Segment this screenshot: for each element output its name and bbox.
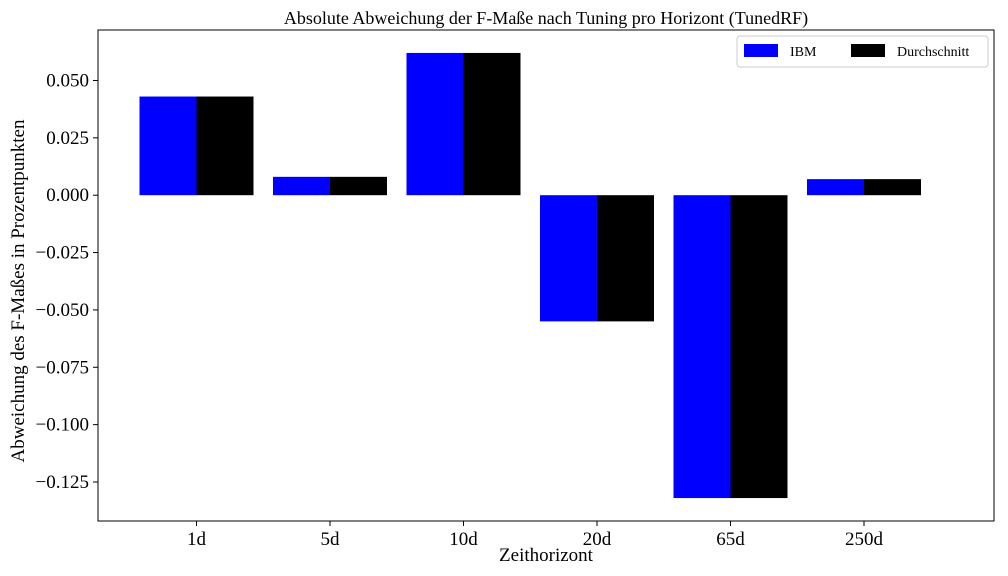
y-tick-label: 0.000: [46, 185, 89, 206]
y-tick-label: 0.025: [46, 128, 89, 149]
legend-swatch-durchschnitt: [851, 44, 885, 57]
x-tick-label: 10d: [449, 529, 478, 550]
bar-durchschnitt-1d: [196, 96, 254, 196]
bar-durchschnitt-250d: [864, 179, 921, 196]
x-axis: 1d 5d 10d 20d 65d 250d: [187, 521, 884, 550]
y-tick-label: 0.050: [46, 70, 89, 91]
bar-ibm-1d: [139, 96, 197, 196]
x-tick-label: 250d: [845, 529, 884, 550]
bar-ibm-65d: [673, 195, 731, 499]
x-tick-label: 65d: [716, 529, 745, 550]
bar-durchschnitt-5d: [330, 176, 387, 196]
legend: IBM Durchschnitt: [736, 35, 989, 68]
bar-ibm-250d: [807, 179, 865, 196]
bar-durchschnitt-65d: [730, 195, 788, 499]
bar-durchschnitt-10d: [463, 52, 521, 196]
bar-ibm-20d: [540, 195, 598, 322]
x-tick-label: 5d: [321, 529, 341, 550]
y-tick-label: −0.050: [36, 300, 89, 321]
x-axis-label: Zeithorizont: [499, 545, 594, 566]
bar-ibm-5d: [273, 176, 331, 196]
legend-swatch-ibm: [744, 44, 778, 57]
x-tick-label: 1d: [187, 529, 207, 550]
y-axis: 0.050 0.025 0.000 −0.025 −0.050 −0.075 −0.100 −…: [36, 70, 98, 493]
bar-ibm-10d: [406, 52, 464, 196]
y-tick-label: −0.100: [36, 415, 89, 436]
chart-title: Absolute Abweichung der F-Maße nach Tuni…: [284, 8, 808, 29]
legend-label-ibm: IBM: [790, 45, 817, 60]
bars-group: [139, 52, 921, 499]
y-axis-label: Abweichung des F-Maßes in Prozentpunkten: [8, 119, 29, 462]
legend-label-durchschnitt: Durchschnitt: [897, 45, 969, 60]
y-tick-label: −0.125: [36, 472, 89, 493]
y-tick-label: −0.025: [36, 243, 89, 264]
y-tick-label: −0.075: [36, 357, 89, 378]
bar-durchschnitt-20d: [597, 195, 654, 322]
x-tick-label: 20d: [583, 529, 612, 550]
plot-frame: [97, 29, 995, 522]
